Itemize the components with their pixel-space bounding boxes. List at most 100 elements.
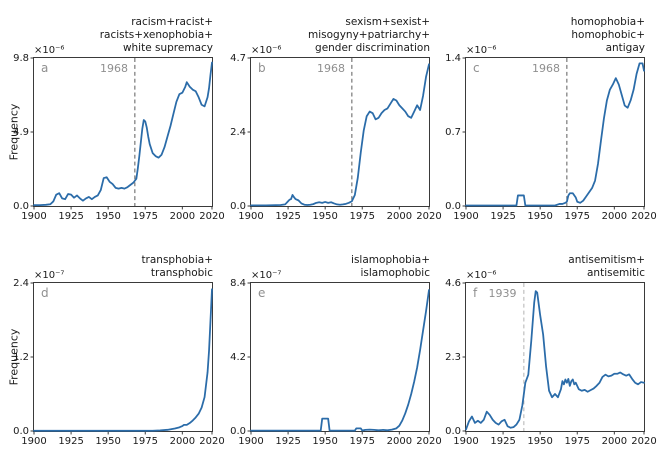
- x-tick-label: 2020: [631, 211, 657, 222]
- x-tick-label: 1950: [312, 436, 338, 447]
- panel-letter: f: [473, 286, 478, 300]
- frequency-line-chart: [30, 282, 213, 435]
- panel-title-line: gender discrimination: [315, 42, 430, 54]
- frequency-line-chart: [462, 282, 645, 435]
- y-tick-label: 0.0: [230, 426, 246, 437]
- y-tick-label: 8.4: [230, 278, 246, 289]
- frequency-line-chart: [247, 57, 430, 210]
- panel-title-line: transphobia+: [141, 254, 213, 266]
- x-tick-label: 1950: [95, 211, 121, 222]
- x-tick-label: 2000: [169, 436, 196, 447]
- x-tick-label: 2000: [601, 211, 628, 222]
- panel-title-line: transphobic: [150, 267, 213, 279]
- y-tick-label: 2.4: [13, 278, 29, 289]
- panel-d: Frequency transphobia+ transphobic ×10⁻⁷…: [8, 254, 225, 447]
- x-tick-label: 1950: [527, 436, 553, 447]
- y-axis-exponent: ×10⁻⁶: [34, 45, 65, 56]
- y-tick-label: 4.7: [230, 53, 246, 64]
- x-tick-label: 1975: [349, 211, 375, 222]
- x-tick-label: 1900: [453, 211, 479, 222]
- y-tick-label: 0.0: [445, 426, 461, 437]
- frequency-line: [33, 288, 213, 432]
- y-axis-exponent: ×10⁻⁶: [251, 45, 282, 56]
- y-tick-label: 9.8: [13, 53, 29, 64]
- x-tick-label: 1975: [132, 436, 158, 447]
- y-tick-label: 0.0: [445, 201, 461, 212]
- frequency-line: [250, 63, 430, 207]
- panel-f: antisemitism+ antisemitic ×10⁻⁶ 4.6 2.3 …: [445, 254, 657, 447]
- y-tick-label: 4.2: [230, 352, 246, 363]
- x-axis: 1900 1925 1950 1975 2000 2020: [453, 436, 656, 448]
- x-tick-label: 2020: [416, 436, 442, 447]
- panel-c-title: homophobia+ homophobic+ antigay: [571, 16, 645, 55]
- x-tick-label: 1950: [95, 436, 121, 447]
- x-tick-label: 1925: [275, 436, 301, 447]
- panel-b: sexism+sexist+ misogyny+patriarchy+ gend…: [230, 16, 442, 222]
- y-axis-exponent: ×10⁻⁷: [251, 270, 282, 281]
- y-tick-label: 0.0: [13, 426, 29, 437]
- x-tick-label: 2020: [416, 211, 442, 222]
- x-axis: 1900 1925 1950 1975 2000 2020: [238, 436, 441, 448]
- x-tick-label: 1975: [132, 211, 158, 222]
- panel-e: islamophobia+ islamophobic ×10⁻⁷ 8.4 4.2…: [230, 254, 442, 447]
- vline-year-label: 1968: [100, 62, 128, 75]
- panel-c: homophobia+ homophobic+ antigay ×10⁻⁶ 1.…: [445, 16, 657, 222]
- x-tick-label: 1900: [238, 211, 264, 222]
- x-tick-label: 1925: [490, 211, 516, 222]
- x-axis: 1900 1925 1950 1975 2000 2020: [453, 211, 656, 223]
- x-axis: 1900 1925 1950 1975 2000 2020: [21, 211, 224, 223]
- y-tick-label: 0.0: [13, 201, 29, 212]
- frequency-line: [33, 61, 213, 207]
- panel-letter: b: [258, 61, 266, 75]
- panel-title-line: racists+xenophobia+: [99, 29, 213, 41]
- x-tick-label: 1975: [564, 436, 590, 447]
- y-tick-label: 2.3: [445, 352, 461, 363]
- frequency-line: [465, 62, 645, 207]
- x-tick-label: 2000: [386, 436, 413, 447]
- x-tick-label: 2000: [169, 211, 196, 222]
- vline-year-label: 1939: [488, 287, 517, 300]
- y-axis-exponent: ×10⁻⁶: [466, 270, 497, 281]
- x-tick-label: 1900: [453, 436, 479, 447]
- frequency-line: [250, 289, 430, 432]
- x-tick-label: 1925: [490, 436, 516, 447]
- panel-letter: c: [473, 61, 480, 75]
- y-tick-label: 1.2: [13, 352, 29, 363]
- x-tick-label: 1925: [275, 211, 301, 222]
- panel-title-line: sexism+sexist+: [345, 16, 430, 28]
- panel-d-title: transphobia+ transphobic: [141, 254, 213, 280]
- frequency-line: [465, 290, 645, 431]
- x-tick-label: 1950: [312, 211, 338, 222]
- panel-title-line: antigay: [605, 42, 645, 54]
- panel-title-line: homophobia+: [570, 16, 645, 28]
- panel-title-line: antisemitic: [586, 267, 645, 279]
- x-tick-label: 1950: [527, 211, 553, 222]
- frequency-line-chart: [462, 57, 645, 210]
- x-tick-label: 2020: [199, 211, 225, 222]
- y-tick-label: 1.4: [445, 53, 461, 64]
- x-axis: 1900 1925 1950 1975 2000 2020: [238, 211, 441, 223]
- panel-title-line: racism+racist+: [131, 16, 213, 28]
- vline-year-label: 1968: [532, 62, 560, 75]
- panel-a: Frequency racism+racist+ racists+xenopho…: [8, 16, 225, 222]
- x-tick-label: 2020: [631, 436, 657, 447]
- x-tick-label: 1900: [21, 436, 47, 447]
- x-tick-label: 2000: [386, 211, 413, 222]
- panel-letter: e: [258, 286, 266, 300]
- y-tick-label: 0.0: [230, 201, 246, 212]
- y-tick-label: 4.9: [13, 127, 29, 138]
- x-tick-label: 1900: [238, 436, 264, 447]
- panel-title-line: islamophobic: [360, 267, 431, 279]
- x-tick-label: 1975: [349, 436, 375, 447]
- panel-title-line: white supremacy: [122, 42, 213, 54]
- x-axis: 1900 1925 1950 1975 2000 2020: [21, 436, 224, 448]
- x-tick-label: 1975: [564, 211, 590, 222]
- x-tick-label: 1925: [58, 211, 84, 222]
- y-axis-exponent: ×10⁻⁷: [34, 270, 65, 281]
- panel-title-line: misogyny+patriarchy+: [308, 29, 430, 41]
- frequency-line-chart: [247, 282, 430, 435]
- vline-year-label: 1968: [317, 62, 345, 75]
- panel-b-title: sexism+sexist+ misogyny+patriarchy+ gend…: [308, 16, 430, 55]
- y-axis-exponent: ×10⁻⁶: [466, 45, 497, 56]
